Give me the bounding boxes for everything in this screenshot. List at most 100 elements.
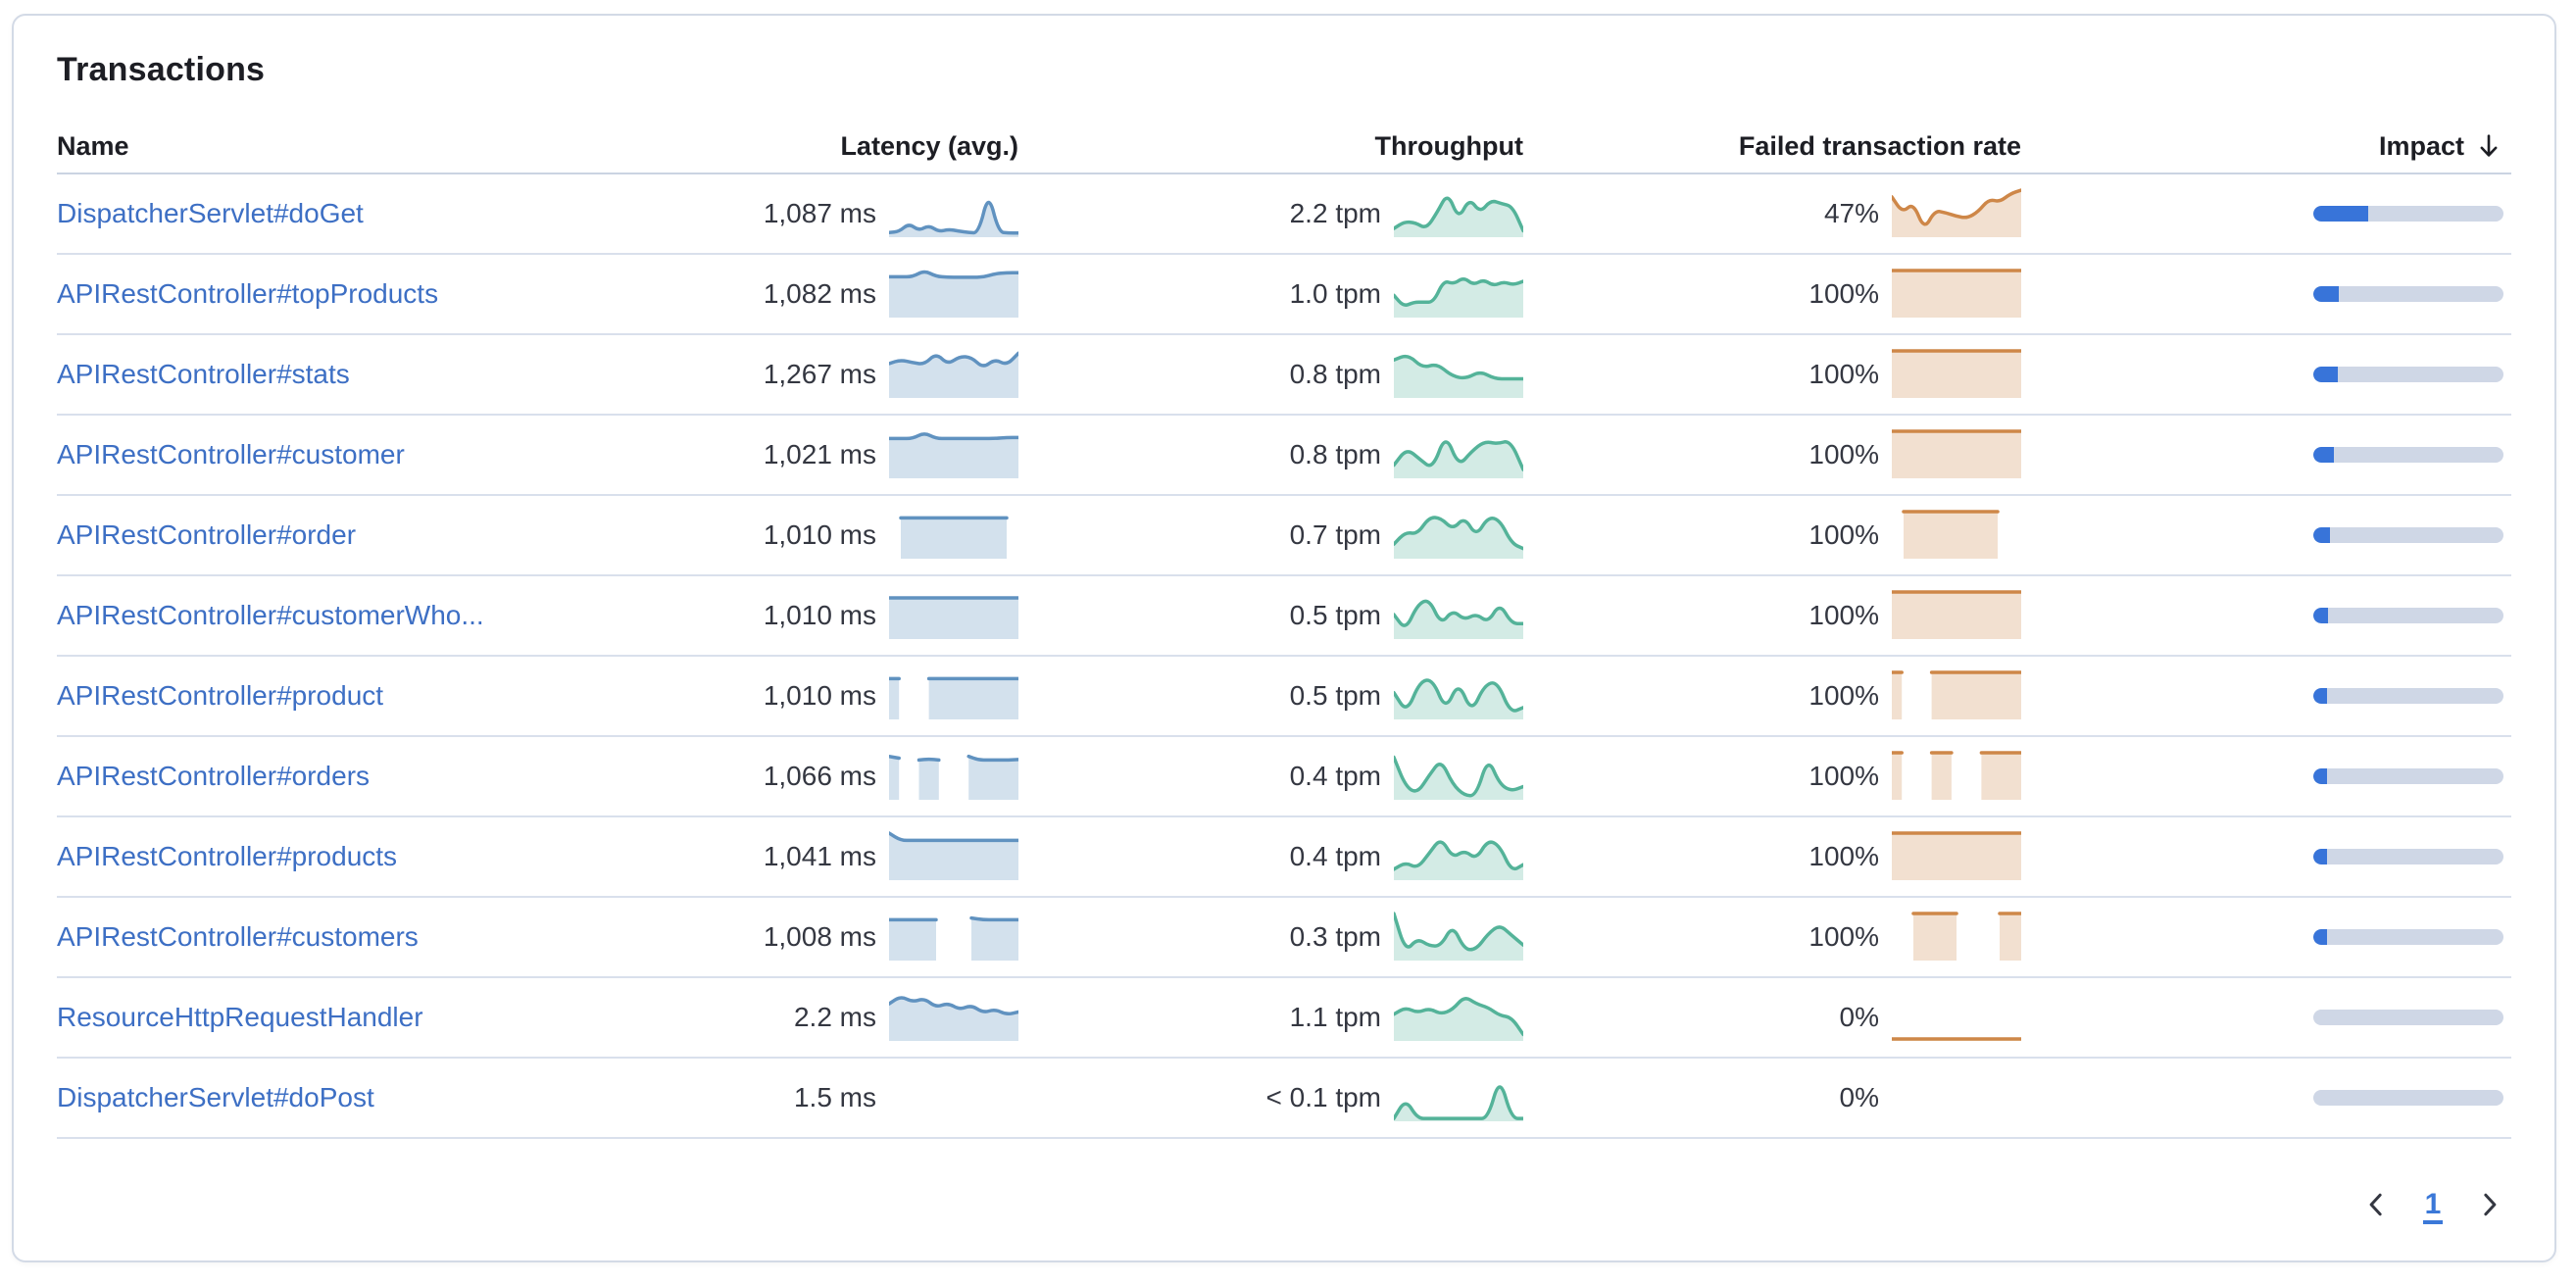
table-row: APIRestController#orders 1,066 ms 0.4 tp… (57, 737, 2511, 817)
impact-bar-fill (2313, 929, 2327, 945)
pagination-next-button[interactable] (2468, 1184, 2511, 1227)
transactions-table: Name Latency (avg.) Throughput Failed tr… (57, 120, 2511, 1139)
table-footer: 1 (57, 1184, 2511, 1227)
transaction-name-link[interactable]: APIRestController#topProducts (57, 278, 439, 309)
impact-bar (2313, 1090, 2503, 1106)
latency-value: 1,010 ms (763, 600, 876, 630)
table-body: DispatcherServlet#doGet 1,087 ms 2.2 tpm… (57, 174, 2511, 1139)
column-header-name[interactable]: Name (57, 130, 129, 161)
latency-sparkline (889, 508, 1018, 563)
latency-sparkline (889, 186, 1018, 241)
latency-sparkline (889, 990, 1018, 1045)
failed-rate-value: 100% (1808, 519, 1879, 550)
table-row: APIRestController#order 1,010 ms 0.7 tpm… (57, 496, 2511, 576)
impact-bar-fill (2313, 527, 2331, 543)
failed-rate-sparkline (1892, 829, 2021, 884)
transaction-name-link[interactable]: APIRestController#product (57, 680, 384, 711)
transaction-name-link[interactable]: APIRestController#products (57, 841, 398, 871)
pagination-prev-button[interactable] (2354, 1184, 2398, 1227)
throughput-value: 0.5 tpm (1289, 600, 1381, 630)
impact-bar-fill (2313, 367, 2339, 382)
transaction-name-link[interactable]: APIRestController#order (57, 519, 357, 550)
transaction-name-link[interactable]: DispatcherServlet#doGet (57, 198, 364, 228)
latency-value: 1,267 ms (763, 359, 876, 389)
latency-value: 1,066 ms (763, 761, 876, 791)
latency-sparkline (889, 267, 1018, 321)
chevron-left-icon (2361, 1190, 2391, 1222)
throughput-value: 1.0 tpm (1289, 278, 1381, 309)
throughput-value: < 0.1 tpm (1265, 1082, 1381, 1112)
latency-sparkline (889, 749, 1018, 804)
throughput-value: 0.4 tpm (1289, 761, 1381, 791)
latency-value: 1,082 ms (763, 278, 876, 309)
throughput-value: 0.7 tpm (1289, 519, 1381, 550)
throughput-value: 0.3 tpm (1289, 921, 1381, 952)
column-header-impact-label: Impact (2378, 130, 2464, 161)
failed-rate-sparkline (1892, 427, 2021, 482)
table-row: APIRestController#customers 1,008 ms 0.3… (57, 898, 2511, 978)
throughput-sparkline (1394, 347, 1523, 402)
failed-rate-value: 100% (1808, 359, 1879, 389)
transaction-name-link[interactable]: ResourceHttpRequestHandler (57, 1002, 423, 1032)
failed-rate-value: 100% (1808, 600, 1879, 630)
table-row: APIRestController#customerWho... 1,010 m… (57, 576, 2511, 657)
impact-bar (2313, 447, 2503, 463)
transaction-name-link[interactable]: APIRestController#customer (57, 439, 405, 469)
failed-rate-sparkline (1892, 910, 2021, 964)
failed-rate-value: 47% (1823, 198, 1879, 228)
transaction-name-link[interactable]: APIRestController#customerWho... (57, 600, 484, 630)
table-row: DispatcherServlet#doPost 1.5 ms < 0.1 tp… (57, 1059, 2511, 1139)
failed-rate-sparkline (1892, 588, 2021, 643)
latency-sparkline (889, 910, 1018, 964)
transaction-name-link[interactable]: DispatcherServlet#doPost (57, 1082, 374, 1112)
latency-value: 1,008 ms (763, 921, 876, 952)
impact-bar-fill (2313, 286, 2340, 302)
table-row: APIRestController#customer 1,021 ms 0.8 … (57, 416, 2511, 496)
pagination-page-current[interactable]: 1 (2411, 1184, 2454, 1227)
transaction-name-link[interactable]: APIRestController#orders (57, 761, 371, 791)
impact-bar-fill (2313, 608, 2328, 623)
throughput-sparkline (1394, 427, 1523, 482)
latency-value: 1,010 ms (763, 680, 876, 711)
table-row: APIRestController#product 1,010 ms 0.5 t… (57, 657, 2511, 737)
failed-rate-sparkline (1892, 990, 2021, 1045)
impact-bar-fill (2313, 849, 2327, 864)
transaction-name-link[interactable]: APIRestController#stats (57, 359, 350, 389)
table-row: ResourceHttpRequestHandler 2.2 ms 1.1 tp… (57, 978, 2511, 1059)
throughput-sparkline (1394, 829, 1523, 884)
impact-bar-fill (2313, 206, 2369, 222)
column-header-latency[interactable]: Latency (avg.) (840, 130, 1018, 161)
chevron-right-icon (2475, 1190, 2504, 1222)
transaction-name-link[interactable]: APIRestController#customers (57, 921, 419, 952)
failed-rate-value: 100% (1808, 921, 1879, 952)
transactions-panel: Transactions Name Latency (avg.) Through… (12, 14, 2556, 1262)
throughput-value: 2.2 tpm (1289, 198, 1381, 228)
latency-sparkline (889, 668, 1018, 723)
column-header-impact[interactable]: Impact (2029, 131, 2511, 162)
impact-bar (2313, 929, 2503, 945)
table-row: APIRestController#stats 1,267 ms 0.8 tpm… (57, 335, 2511, 416)
failed-rate-sparkline (1892, 668, 2021, 723)
column-header-failed-rate[interactable]: Failed transaction rate (1738, 130, 2021, 161)
throughput-sparkline (1394, 267, 1523, 321)
failed-rate-value: 100% (1808, 680, 1879, 711)
impact-bar (2313, 527, 2503, 543)
failed-rate-value: 100% (1808, 841, 1879, 871)
throughput-sparkline (1394, 186, 1523, 241)
table-row: DispatcherServlet#doGet 1,087 ms 2.2 tpm… (57, 174, 2511, 255)
impact-bar-fill (2313, 688, 2327, 704)
impact-bar (2313, 1010, 2503, 1025)
impact-bar (2313, 849, 2503, 864)
failed-rate-value: 100% (1808, 761, 1879, 791)
failed-rate-value: 0% (1839, 1002, 1879, 1032)
latency-value: 1.5 ms (793, 1082, 876, 1112)
latency-sparkline (889, 347, 1018, 402)
impact-bar (2313, 768, 2503, 784)
failed-rate-sparkline (1892, 749, 2021, 804)
throughput-sparkline (1394, 668, 1523, 723)
failed-rate-value: 100% (1808, 278, 1879, 309)
table-row: APIRestController#products 1,041 ms 0.4 … (57, 817, 2511, 898)
throughput-sparkline (1394, 910, 1523, 964)
column-header-throughput[interactable]: Throughput (1374, 130, 1523, 161)
